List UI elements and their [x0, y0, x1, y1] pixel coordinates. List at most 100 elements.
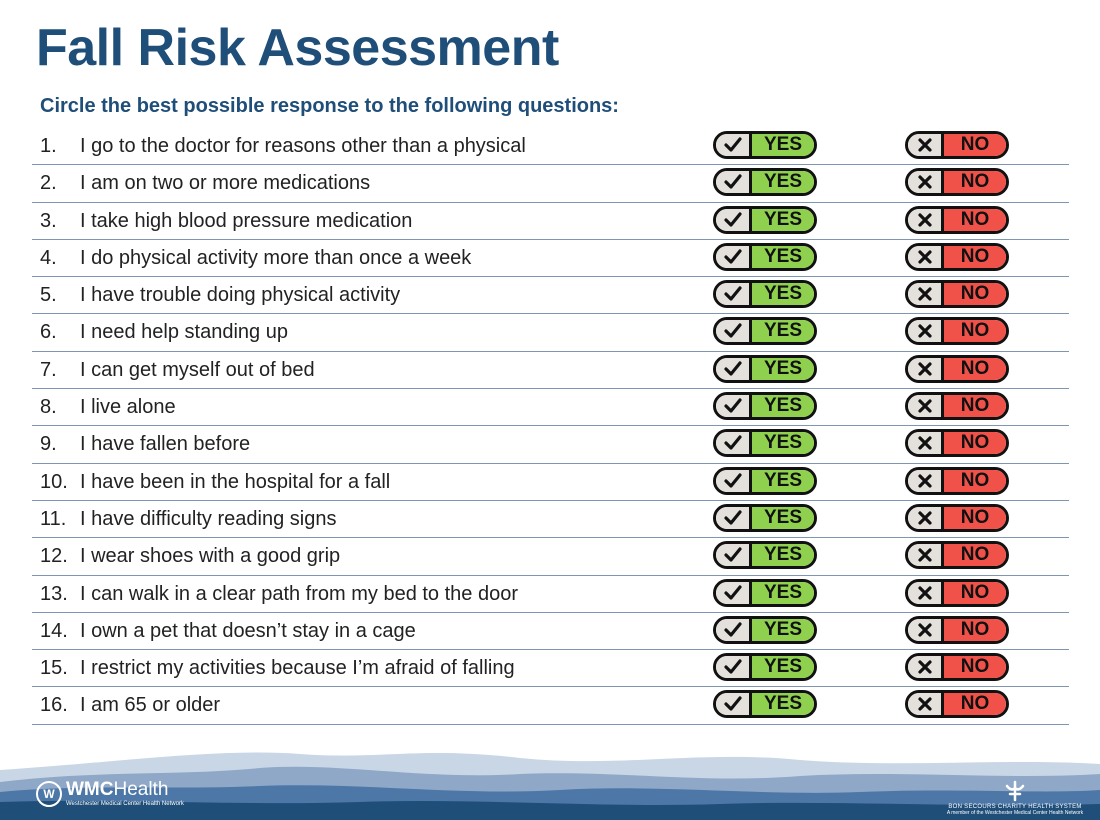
yes-label: YES	[752, 320, 814, 343]
question-number: 6.	[40, 321, 57, 344]
question-row: 5. I have trouble doing physical activity…	[32, 277, 1069, 315]
yes-option[interactable]: YES	[713, 503, 817, 532]
x-icon	[908, 320, 944, 343]
no-option[interactable]: NO	[905, 578, 1009, 607]
yes-option[interactable]: YES	[713, 168, 817, 197]
no-option[interactable]: NO	[905, 392, 1009, 421]
question-text: I am 65 or older	[80, 694, 221, 717]
question-text: I take high blood pressure medication	[80, 209, 413, 232]
check-icon	[716, 245, 752, 268]
x-icon	[908, 208, 944, 231]
yes-option[interactable]: YES	[713, 578, 817, 607]
question-row: 4. I do physical activity more than once …	[32, 240, 1069, 278]
no-option[interactable]: NO	[905, 466, 1009, 495]
no-option[interactable]: NO	[905, 280, 1009, 309]
check-icon	[716, 432, 752, 455]
question-number: 14.	[40, 619, 68, 642]
yes-label: YES	[752, 618, 814, 641]
check-icon	[716, 395, 752, 418]
check-icon	[716, 581, 752, 604]
page-title: Fall Risk Assessment	[36, 19, 559, 77]
question-text: I restrict my activities because I’m afr…	[80, 657, 515, 680]
yes-option[interactable]: YES	[713, 317, 817, 346]
question-number: 1.	[40, 135, 57, 157]
no-option[interactable]: NO	[905, 690, 1009, 719]
yes-label: YES	[752, 693, 814, 716]
yes-label: YES	[752, 245, 814, 268]
yes-label: YES	[752, 134, 814, 156]
no-label: NO	[944, 544, 1006, 567]
yes-option[interactable]: YES	[713, 541, 817, 570]
no-option[interactable]: NO	[905, 205, 1009, 234]
question-text: I can walk in a clear path from my bed t…	[80, 582, 518, 605]
check-icon	[716, 544, 752, 567]
no-option[interactable]: NO	[905, 429, 1009, 458]
x-icon	[908, 283, 944, 306]
no-label: NO	[944, 693, 1006, 716]
question-row: 6. I need help standing up YES NO	[32, 314, 1069, 352]
x-icon	[908, 693, 944, 716]
no-option[interactable]: NO	[905, 653, 1009, 682]
no-option[interactable]: NO	[905, 354, 1009, 383]
bon-secours-tagline: A member of the Westchester Medical Cent…	[946, 810, 1084, 816]
no-option[interactable]: NO	[905, 615, 1009, 644]
no-label: NO	[944, 656, 1006, 679]
question-number: 3.	[40, 209, 57, 232]
question-number: 13.	[40, 582, 68, 605]
question-row: 15. I restrict my activities because I’m …	[32, 650, 1069, 688]
question-text: I wear shoes with a good grip	[80, 545, 341, 568]
yes-option[interactable]: YES	[713, 205, 817, 234]
question-list: 1. I go to the doctor for reasons other t…	[32, 128, 1069, 725]
yes-option[interactable]: YES	[713, 242, 817, 271]
yes-option[interactable]: YES	[713, 392, 817, 421]
no-label: NO	[944, 320, 1006, 343]
no-option[interactable]: NO	[905, 541, 1009, 570]
no-label: NO	[944, 134, 1006, 156]
x-icon	[908, 395, 944, 418]
bon-secours-emblem-icon	[1005, 780, 1025, 802]
check-icon	[716, 469, 752, 492]
question-text: I am on two or more medications	[80, 172, 371, 195]
yes-option[interactable]: YES	[713, 690, 817, 719]
wmc-logo-icon: W	[36, 781, 62, 807]
x-icon	[908, 544, 944, 567]
yes-label: YES	[752, 469, 814, 492]
no-option[interactable]: NO	[905, 242, 1009, 271]
instructions: Circle the best possible response to the…	[40, 95, 619, 117]
yes-option[interactable]: YES	[713, 429, 817, 458]
yes-option[interactable]: YES	[713, 354, 817, 383]
question-row: 10. I have been in the hospital for a fal…	[32, 464, 1069, 501]
no-option[interactable]: NO	[905, 317, 1009, 346]
no-option[interactable]: NO	[905, 168, 1009, 197]
question-number: 4.	[40, 246, 57, 269]
x-icon	[908, 506, 944, 529]
yes-option[interactable]: YES	[713, 653, 817, 682]
check-icon	[716, 208, 752, 231]
mountain-footer	[0, 752, 1100, 820]
question-row: 8. I live alone YES NO	[32, 389, 1069, 427]
check-icon	[716, 283, 752, 306]
yes-label: YES	[752, 506, 814, 529]
yes-label: YES	[752, 171, 814, 194]
no-label: NO	[944, 581, 1006, 604]
yes-option[interactable]: YES	[713, 131, 817, 159]
yes-label: YES	[752, 656, 814, 679]
no-label: NO	[944, 506, 1006, 529]
question-text: I go to the doctor for reasons other tha…	[80, 135, 526, 157]
no-label: NO	[944, 283, 1006, 306]
yes-option[interactable]: YES	[713, 280, 817, 309]
question-row: 13. I can walk in a clear path from my be…	[32, 576, 1069, 613]
question-text: I have fallen before	[80, 433, 251, 456]
no-option[interactable]: NO	[905, 503, 1009, 532]
question-text: I have difficulty reading signs	[80, 507, 337, 530]
yes-label: YES	[752, 544, 814, 567]
yes-option[interactable]: YES	[713, 615, 817, 644]
question-row: 1. I go to the doctor for reasons other t…	[32, 128, 1069, 166]
question-number: 9.	[40, 433, 57, 456]
question-row: 2. I am on two or more medications YES NO	[32, 165, 1069, 203]
no-option[interactable]: NO	[905, 131, 1009, 159]
check-icon	[716, 656, 752, 679]
question-number: 8.	[40, 396, 57, 419]
question-number: 5.	[40, 284, 57, 307]
yes-option[interactable]: YES	[713, 466, 817, 495]
